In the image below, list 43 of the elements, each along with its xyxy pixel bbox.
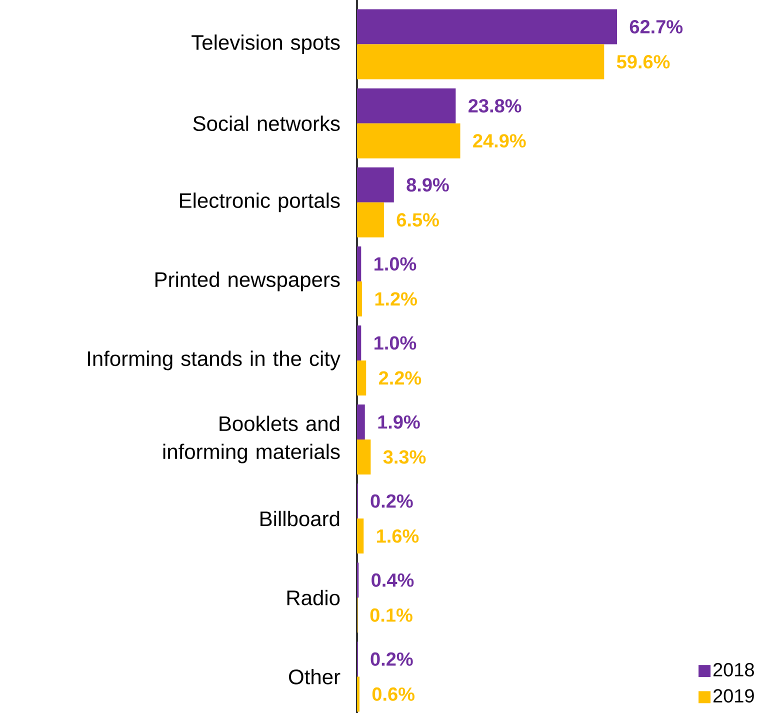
- y-tick-label: Television spots: [192, 34, 340, 54]
- data-label: 0.4%: [372, 573, 414, 587]
- data-label: 24.9%: [473, 134, 526, 148]
- y-tick-label: Radio: [287, 590, 340, 606]
- data-label: 1.9%: [378, 415, 420, 429]
- data-label: 1.2%: [375, 292, 417, 306]
- data-label: 6.5%: [396, 213, 439, 227]
- bar: [356, 202, 384, 238]
- bar: [356, 88, 456, 124]
- bar: [356, 44, 604, 80]
- bar: [356, 246, 362, 282]
- y-tick-label: Informing stands in the city: [88, 350, 340, 370]
- data-label: 0.6%: [372, 687, 414, 701]
- y-tick-label: Electronic portals: [180, 192, 340, 212]
- bar: [356, 281, 362, 316]
- data-label: 1.0%: [374, 336, 416, 350]
- bar: [356, 518, 364, 554]
- data-label: 1.6%: [377, 529, 419, 543]
- data-label: 0.1%: [370, 608, 412, 622]
- data-label: 1.0%: [374, 257, 416, 271]
- data-label: 2.2%: [378, 371, 422, 385]
- data-label: 8.9%: [406, 178, 449, 192]
- data-label: 3.3%: [383, 450, 426, 464]
- data-label: 0.2%: [370, 494, 413, 508]
- y-tick-label: Social networks: [193, 116, 340, 132]
- data-label: 59.6%: [616, 55, 670, 68]
- legend-label: 2019: [713, 689, 754, 703]
- y-tick-label: Billboard: [260, 510, 340, 526]
- data-label: 23.8%: [468, 99, 522, 113]
- bar: [356, 404, 365, 440]
- bar: [356, 440, 371, 475]
- y-tick-label: Printed newspapers: [155, 272, 340, 292]
- bar: [356, 167, 394, 202]
- bar: [356, 676, 360, 712]
- y-tick-label: Other: [288, 668, 340, 684]
- bar: [356, 123, 460, 158]
- y-tick-label: Booklets and informing materials: [163, 416, 340, 464]
- data-label: 0.2%: [370, 652, 413, 666]
- bar: [356, 325, 362, 360]
- legend-label: 2018: [713, 663, 754, 676]
- data-label: 62.7%: [630, 20, 683, 34]
- bar: [356, 9, 617, 44]
- bar: [356, 360, 366, 396]
